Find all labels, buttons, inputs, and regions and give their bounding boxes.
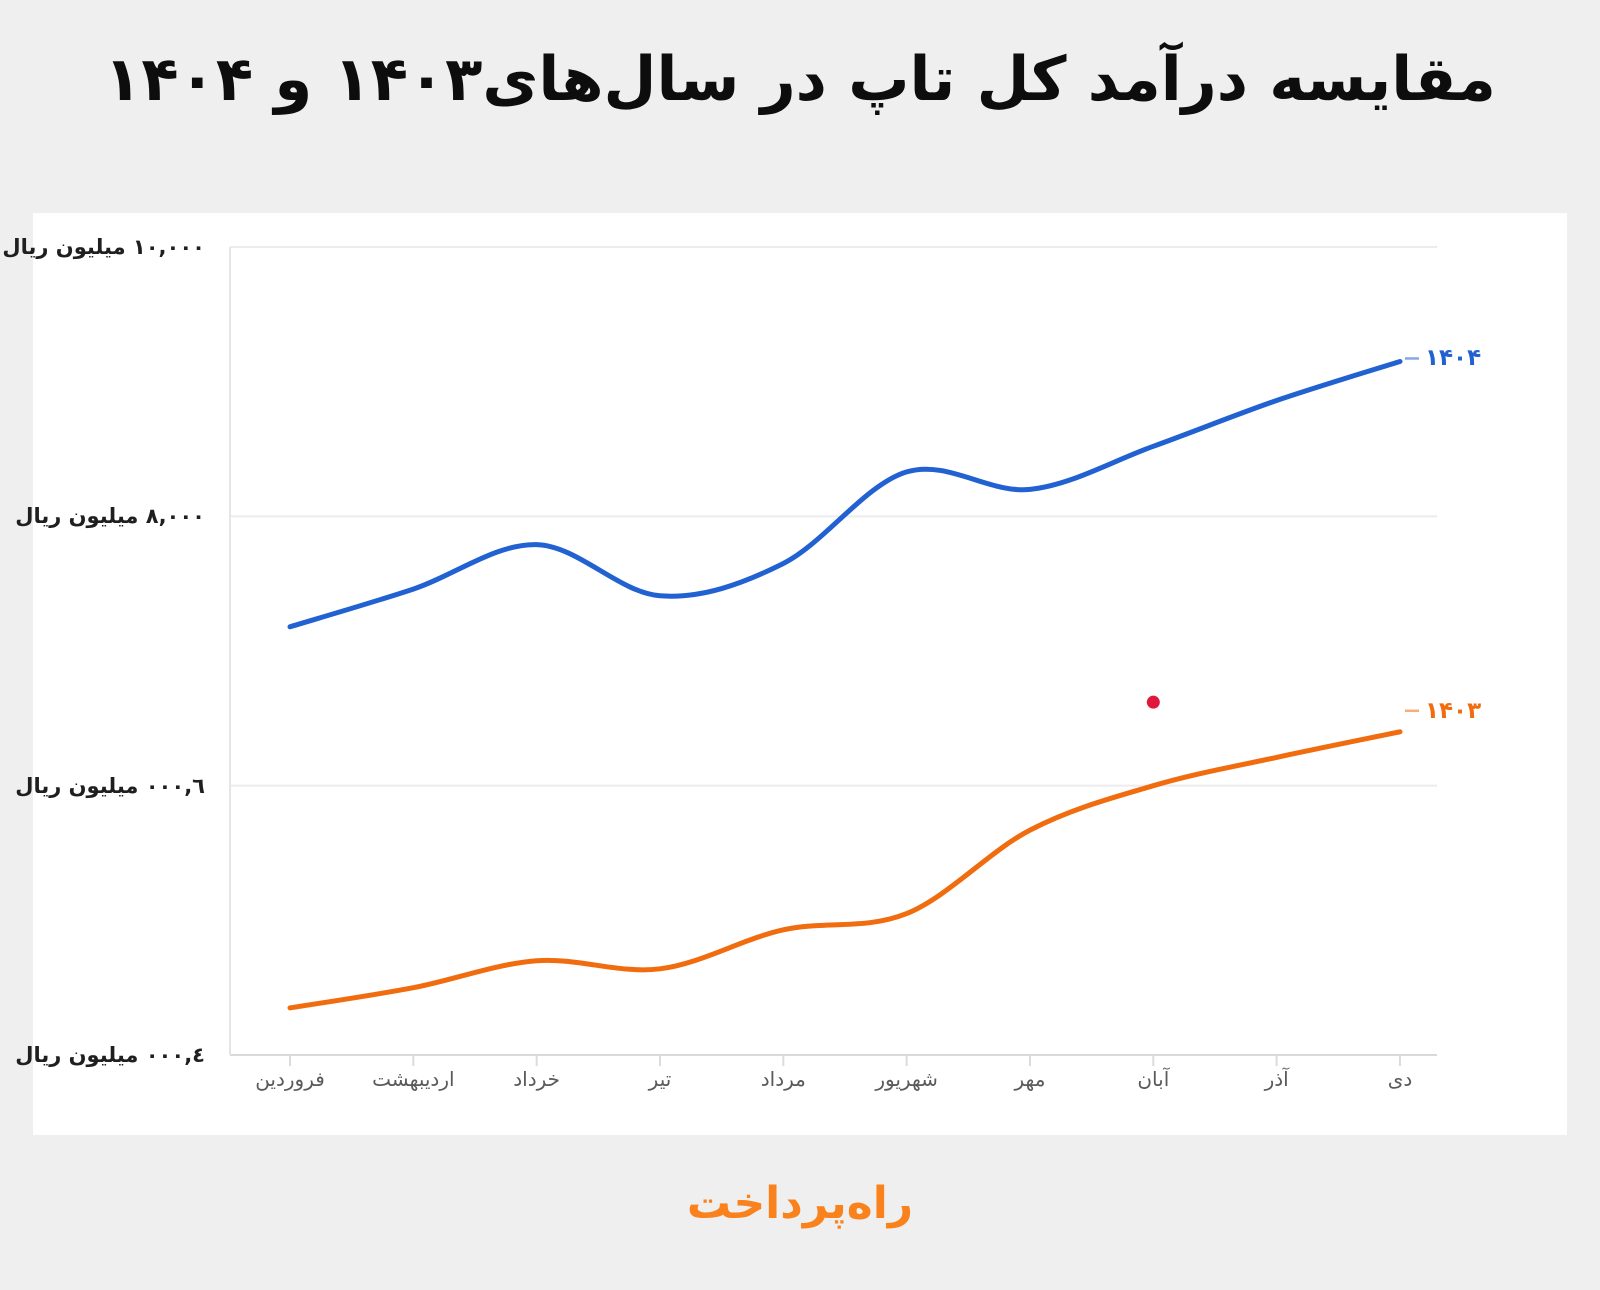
y-axis-label: ٦,۰۰۰ میلیون ریال — [15, 773, 205, 798]
x-axis-label: مهر — [1014, 1067, 1046, 1091]
x-axis-label: خرداد — [513, 1067, 561, 1091]
chart-panel: ۱۰,۰۰۰ میلیون ریال ۸,۰۰۰ میلیون ریال ٦,۰… — [2, 213, 1567, 1135]
annotation-dot — [1146, 695, 1160, 709]
y-axis-label: ٤,۰۰۰ میلیون ریال — [15, 1043, 205, 1067]
series-line-۱۴۰۴ — [287, 359, 1403, 630]
x-axis-label: فروردین — [255, 1067, 325, 1091]
series-label-1403: ۱۴۰۳ — [1424, 697, 1482, 724]
series-line-۱۴۰۳ — [287, 729, 1403, 1011]
x-axis-label: دی — [1387, 1067, 1413, 1091]
line-chart — [229, 246, 1437, 1066]
chart-title: مقایسه درآمد کل تاپ در سال‌های۱۴۰۳ و ۱۴۰… — [104, 44, 1496, 115]
x-axis-label: شهریور — [875, 1067, 938, 1091]
x-axis-label: تیر — [648, 1067, 672, 1091]
x-axis-label: آبان — [1137, 1067, 1170, 1091]
x-axis-label: اردیبهشت — [372, 1067, 455, 1091]
series-label-1404: ۱۴۰۴ — [1424, 345, 1482, 372]
y-axis-label: ۸,۰۰۰ میلیون ریال — [15, 504, 205, 529]
y-axis-label: ۱۰,۰۰۰ میلیون ریال — [2, 235, 205, 259]
brand-logo: راه‌پرداخت — [686, 1178, 914, 1229]
x-axis-label: آذر — [1264, 1067, 1289, 1091]
x-axis-label: مرداد — [760, 1067, 806, 1091]
